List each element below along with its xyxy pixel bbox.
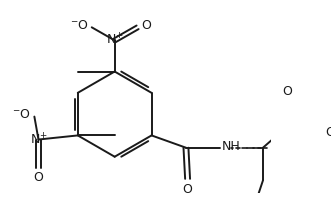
Text: O: O (325, 126, 331, 139)
Text: N$^{+}$: N$^{+}$ (29, 132, 47, 147)
Text: NH: NH (222, 140, 241, 153)
Text: O: O (33, 171, 43, 184)
Text: N$^{+}$: N$^{+}$ (106, 33, 123, 48)
Text: $^{-}$O: $^{-}$O (70, 19, 88, 32)
Text: O: O (183, 183, 193, 196)
Text: O: O (141, 19, 151, 32)
Text: O: O (282, 85, 292, 98)
Text: $^{-}$O: $^{-}$O (12, 108, 31, 122)
